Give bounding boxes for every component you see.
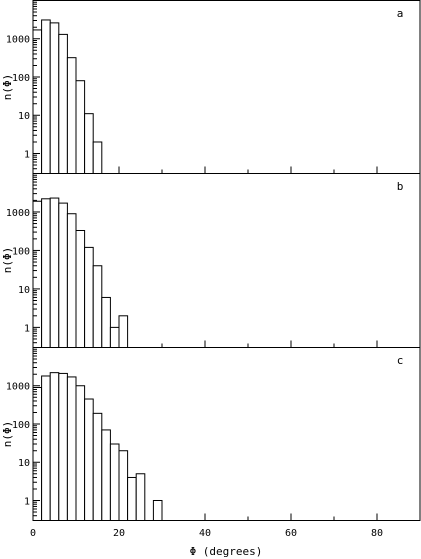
panel-b-bar — [66, 213, 77, 348]
panel-c-bars — [32, 372, 163, 522]
panel-b-bar — [84, 246, 94, 349]
panel-b: 1 10 100 1000 b n(Φ) — [1, 173, 421, 349]
panel-c-bar — [101, 429, 111, 522]
panel-c-bar — [118, 450, 129, 521]
panel-c-bar — [58, 372, 68, 522]
panel-b-bar — [58, 202, 68, 348]
x-tick-label: 60 — [285, 528, 297, 539]
y-tick-label: 10 — [18, 458, 30, 469]
panel-c-bar — [49, 372, 60, 521]
x-tick-label: 20 — [113, 528, 125, 539]
panel-b-bar — [109, 326, 120, 349]
y-tick-label: 1 — [24, 496, 30, 507]
panel-b-bar — [49, 197, 60, 348]
panel-c-bar — [135, 473, 146, 521]
panel-a: 1 10 100 1000 a n(Φ) — [1, 0, 421, 175]
y-tick-label: 10 — [18, 285, 30, 296]
panel-c-bar — [152, 499, 163, 522]
y-tick-label: 1 — [24, 323, 30, 334]
panel-c-bar — [41, 375, 51, 521]
panel-c-bar — [66, 376, 77, 521]
y-tick-label: 100 — [12, 420, 30, 431]
panel-b-bar — [75, 229, 86, 348]
panel-a-bar — [41, 19, 51, 175]
y-tick-label: 1000 — [6, 208, 30, 219]
x-tick-label: 40 — [199, 528, 211, 539]
panel-a-bar — [92, 141, 103, 174]
panel-b-bar — [101, 296, 111, 348]
panel-a-bar — [75, 80, 86, 174]
panel-c-ticks: 1 10 100 1000 — [6, 348, 421, 521]
panel-c-bar — [92, 412, 103, 522]
panel-b-bar — [92, 265, 103, 348]
y-tick-label: 10 — [18, 111, 30, 122]
panel-a-label: a — [397, 7, 404, 20]
panel-a-bars — [32, 19, 103, 175]
panel-b-label: b — [397, 180, 404, 193]
panel-b-ticks: 1 10 100 1000 — [6, 174, 421, 348]
panel-c-frame — [32, 347, 421, 521]
panel-b-bar — [41, 198, 51, 348]
panel-b-bar — [118, 315, 129, 348]
x-tick-label: 80 — [371, 528, 383, 539]
panel-a-bar — [84, 113, 94, 174]
y-tick-label: 1000 — [6, 35, 30, 46]
panel-c-bar — [109, 443, 120, 522]
x-axis: 0 20 40 60 80 — [30, 528, 383, 539]
panel-b-bars — [32, 197, 129, 349]
y-tick-label: 100 — [12, 246, 30, 257]
panel-c-bar — [127, 476, 137, 522]
panel-b-ylabel: n(Φ) — [1, 247, 14, 274]
y-tick-label: 100 — [12, 73, 30, 84]
panel-a-bar — [66, 57, 77, 174]
panel-c-label: c — [397, 354, 404, 367]
panel-c-ylabel: n(Φ) — [1, 421, 14, 448]
panel-a-ylabel: n(Φ) — [1, 74, 14, 101]
panel-c-bar — [84, 398, 94, 521]
panel-c-bar — [75, 385, 86, 521]
panel-c: 1 10 100 1000 c n(Φ) — [1, 347, 421, 522]
panel-a-bar — [49, 22, 60, 174]
x-tick-label: 0 — [30, 528, 36, 539]
panel-a-bar — [32, 29, 43, 175]
y-tick-label: 1000 — [6, 382, 30, 393]
panel-a-bar — [58, 33, 68, 174]
panel-a-ticks: 1 10 100 1000 — [6, 1, 421, 174]
y-tick-label: 1 — [24, 149, 30, 160]
x-axis-label: Φ (degrees) — [190, 545, 263, 558]
